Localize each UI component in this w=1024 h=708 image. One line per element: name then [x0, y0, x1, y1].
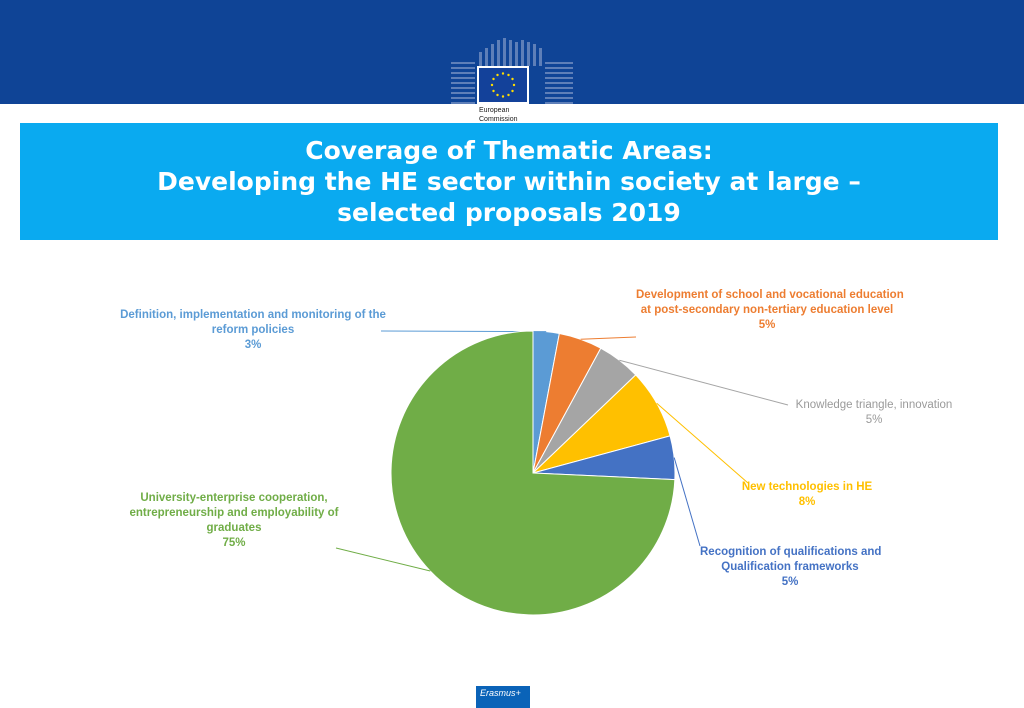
- leader-line-2: [580, 336, 637, 340]
- slice-label-6-line-1: University-enterprise cooperation,: [140, 492, 328, 504]
- slice-label-6-line-3: graduates: [206, 522, 262, 534]
- slice-label-2: Development of school and vocational edu…: [636, 288, 904, 333]
- slice-label-1-line-2: reform policies: [211, 324, 295, 336]
- slide-title-line-1: Coverage of Thematic Areas:: [305, 136, 713, 165]
- slice-label-5: Recognition of qualifications and Qualifi…: [700, 545, 882, 590]
- slice-label-2-line-1: Development of school and vocational edu…: [636, 289, 904, 301]
- slice-value-5: 5%: [781, 576, 799, 588]
- slice-label-2-line-2: at post-secondary non-tertiary education…: [640, 304, 894, 316]
- slice-label-6-line-2: entrepreneurship and employability of: [129, 507, 339, 519]
- erasmus-plus-logo: Erasmus+: [476, 686, 530, 708]
- slice-label-1: Definition, implementation and monitorin…: [120, 308, 386, 353]
- logo-text-line2: Commission: [479, 116, 518, 123]
- slice-label-4-line-1: New technologies in HE: [741, 481, 873, 493]
- slide-title-line-2: Developing the HE sector within society …: [157, 167, 861, 196]
- leader-line-6: [335, 547, 431, 572]
- commission-building-icon: European Commission: [451, 38, 577, 124]
- slice-label-1-line-1: Definition, implementation and monitorin…: [120, 309, 386, 321]
- slice-label-5-line-2: Qualification frameworks: [721, 561, 859, 573]
- slice-label-3: Knowledge triangle, innovation 5%: [788, 398, 960, 428]
- pie-slice-6: [390, 330, 676, 616]
- slice-value-1: 3%: [244, 339, 262, 351]
- slice-value-4: 8%: [798, 496, 816, 508]
- slice-label-4: New technologies in HE 8%: [740, 480, 874, 510]
- slice-label-6: University-enterprise cooperation, entrep…: [118, 491, 350, 551]
- leader-line-5: [673, 457, 701, 547]
- slice-label-5-line-1: Recognition of qualifications and: [700, 546, 882, 558]
- leader-line-3: [619, 359, 789, 406]
- leader-line-4: [656, 402, 749, 484]
- slice-value-3: 5%: [865, 414, 883, 426]
- slide-title-box: Coverage of Thematic Areas: Developing t…: [20, 123, 998, 240]
- european-commission-logo: European Commission: [447, 38, 577, 124]
- slide-title-line-3: selected proposals 2019: [337, 198, 681, 227]
- slice-value-6: 75%: [222, 537, 246, 549]
- logo-text-line1: European: [479, 107, 509, 114]
- slice-label-3-line-1: Knowledge triangle, innovation: [795, 399, 953, 411]
- slice-value-2: 5%: [758, 319, 776, 331]
